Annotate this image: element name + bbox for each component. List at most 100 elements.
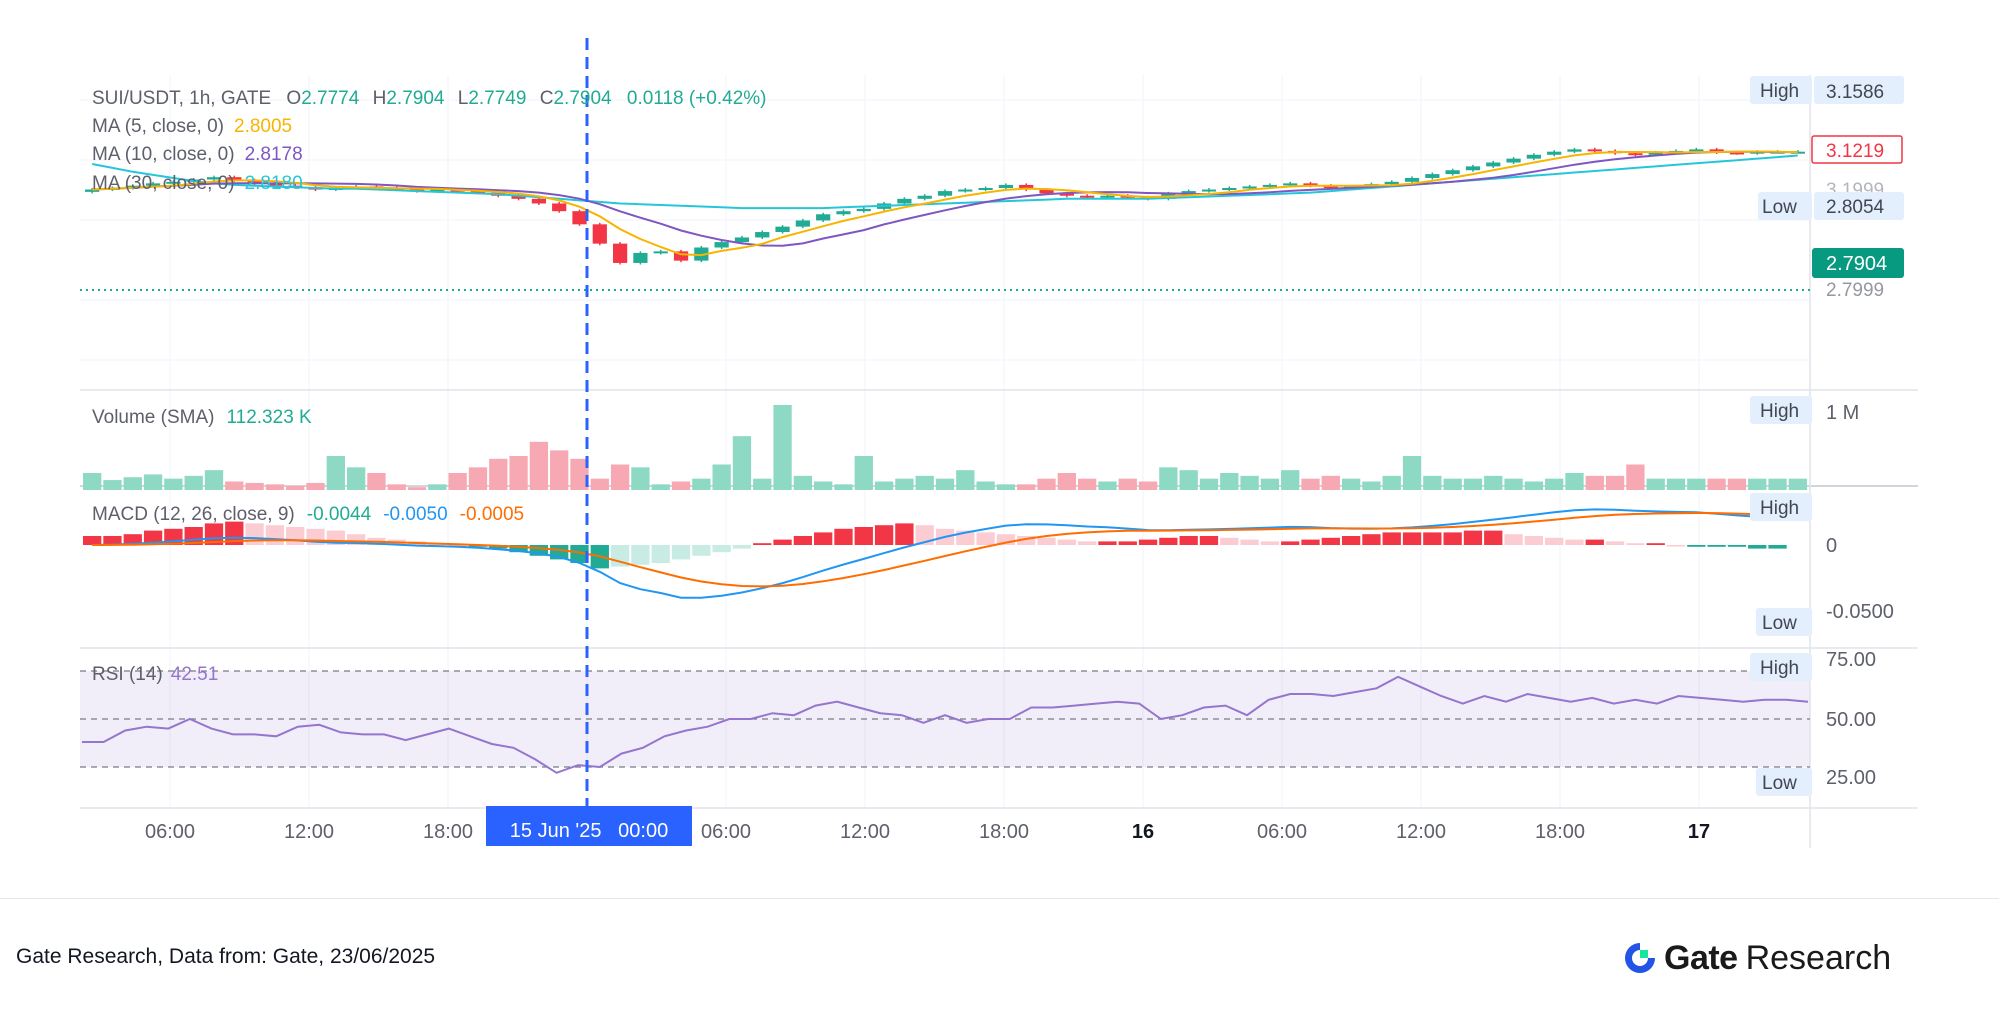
volume-bar [1118, 478, 1137, 490]
high-value-bg [1814, 76, 1904, 104]
volume-bar [326, 456, 345, 490]
candlesticks [85, 147, 1805, 265]
candle-body [166, 181, 181, 184]
macd-hist-bar [1443, 532, 1462, 545]
macd-hist-bar [1646, 543, 1665, 545]
macd-zero-label: 0 [1826, 535, 1837, 557]
legend-macd-line: -0.0050 [383, 504, 447, 525]
macd-hist-bar [793, 536, 813, 545]
volume-bar [1138, 481, 1158, 490]
high-tag: High [1760, 81, 1799, 102]
volume-bar [245, 482, 264, 490]
volume-high-tag: High [1760, 401, 1799, 422]
macd-hist-bar [286, 527, 305, 545]
volume-bar [956, 470, 975, 490]
volume-bar [1159, 467, 1178, 490]
volume-bar [1382, 475, 1401, 490]
volume-bar [1341, 478, 1361, 490]
volume-bar [83, 473, 102, 490]
legend-ma5: MA (5, close, 0) 2.8005 [92, 116, 292, 137]
volume-bar [1240, 475, 1259, 490]
candle-body [653, 251, 668, 254]
macd-hist-bar [1077, 541, 1097, 545]
volume-bar [610, 464, 630, 490]
macd-line [92, 508, 1798, 599]
legend-volume-value: 112.323 K [226, 407, 312, 428]
candle-body [206, 177, 222, 180]
macd-hist-bar [834, 528, 853, 545]
macd-hist-bar [671, 545, 691, 560]
macd-hist-bar [1687, 545, 1706, 547]
candle-body [1080, 195, 1095, 198]
macd-hist-bar [1321, 537, 1340, 545]
macd-hist-bar [1220, 537, 1239, 545]
candle-body [1709, 149, 1724, 153]
candle-body [1729, 152, 1745, 155]
time-tick: 12:00 [284, 821, 334, 843]
legend-low: 2.7749 [468, 88, 526, 109]
candle-body [572, 211, 587, 225]
volume-bar [1605, 475, 1625, 490]
volume-bar [1362, 481, 1381, 490]
macd-hist-bar [346, 534, 366, 545]
current-price-bg [1812, 248, 1904, 278]
macd-hist-bar [732, 545, 752, 549]
volume-bar [671, 481, 691, 490]
candle-body [1445, 170, 1460, 175]
time-tick: 18:00 [979, 821, 1029, 843]
trading-chart[interactable]: SUI/USDT, 1h, GATE O2.7774 H2.7904 L2.77… [0, 0, 1999, 900]
volume-bar [1057, 473, 1076, 490]
volume-high-tag-bg [1750, 396, 1812, 424]
time-axis: 06:00 12:00 18:00 06:00 12:00 18:00 16 0… [145, 806, 1710, 846]
low-tag-bg [1758, 192, 1812, 220]
macd-hist-bar [773, 539, 792, 545]
marker-value-bg [1811, 135, 1903, 164]
candle-body [897, 198, 912, 204]
volume-bar [1037, 478, 1056, 490]
volume-bar [915, 475, 934, 490]
macd-hist-bar [1362, 534, 1381, 545]
legend-high: 2.7904 [386, 88, 445, 109]
time-tick-day: 16 [1132, 821, 1154, 843]
volume-bar [448, 473, 467, 490]
legend-l-label: L [458, 88, 469, 109]
legend-rsi: RSI (14) 42.51 [92, 664, 218, 685]
low-tag: Low [1762, 197, 1797, 218]
candle-body [836, 211, 851, 215]
volume-bar [692, 478, 711, 490]
macd-hist-bar [448, 545, 467, 547]
volume-bar [651, 484, 670, 490]
volume-bar [1768, 478, 1787, 490]
ma5-line [92, 150, 1798, 257]
macd-hist-bar [874, 525, 894, 545]
legend-symbol: SUI/USDT, 1h, GATE [92, 88, 271, 109]
macd-hist-bar [1484, 530, 1503, 545]
marker-value: 3.1219 [1826, 141, 1884, 162]
macd-hist-bar [895, 523, 914, 545]
macd-hist-bar [1768, 545, 1787, 549]
macd-hist-bar [1605, 541, 1625, 545]
candle-body [998, 184, 1014, 188]
candle-body [1059, 193, 1074, 196]
footer-divider [0, 898, 1999, 899]
macd-hist-bar [976, 532, 995, 545]
footer-source: Gate Research, Data from: Gate, 23/06/20… [16, 945, 436, 968]
macd-hist-bar [753, 543, 772, 545]
volume-bar [895, 478, 914, 490]
candle-body [267, 183, 283, 186]
candle-body [1506, 158, 1521, 163]
volume-bar [1788, 478, 1807, 490]
macd-hist-bar [1545, 537, 1564, 545]
volume-bar [631, 467, 650, 490]
macd-hist-bar [83, 536, 102, 545]
volume-bar [346, 467, 366, 490]
legend-h-label: H [373, 88, 387, 109]
legend-main: SUI/USDT, 1h, GATE O2.7774 H2.7904 L2.77… [92, 88, 766, 109]
macd-hist-bar [1585, 539, 1604, 545]
macd-hist-bar [1463, 530, 1483, 545]
volume-bar [732, 436, 752, 490]
macd-hist-bar [1118, 541, 1137, 545]
signal-line [92, 511, 1798, 588]
high-value: 3.1586 [1826, 82, 1884, 103]
volume-bar [590, 478, 609, 490]
